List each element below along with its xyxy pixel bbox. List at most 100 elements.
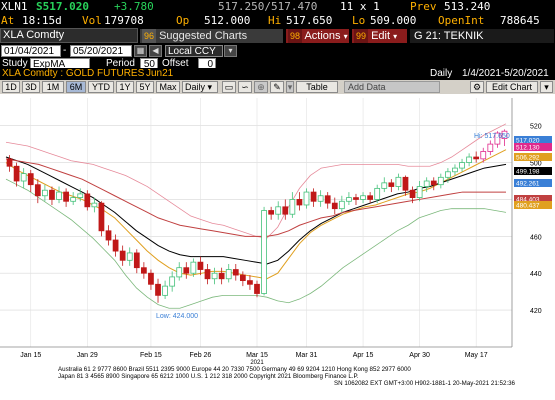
range-button-5y[interactable]: 5Y	[136, 81, 154, 93]
quote-last-price: S517.020	[36, 0, 89, 13]
candle-body	[261, 210, 267, 294]
edit-chart-button[interactable]: Edit Chart	[486, 81, 538, 93]
price-tag	[514, 136, 552, 144]
candle-body	[360, 195, 366, 200]
contract-month: Jun21	[146, 68, 174, 79]
y-tick-label: 440	[530, 271, 542, 278]
chart-grid	[0, 98, 512, 347]
candle-body	[268, 210, 275, 215]
candle-body	[303, 191, 310, 206]
candle-body	[367, 195, 374, 200]
news-headline[interactable]: G 21: TEKNIK COZUMLEM...	[410, 29, 555, 56]
price-tag	[514, 153, 552, 161]
date-back-icon[interactable]: ◀	[149, 45, 162, 57]
actions-button[interactable]: 98 Actions ▾	[286, 29, 350, 43]
candle-body	[289, 199, 296, 215]
x-tick-label: May 17	[465, 352, 488, 359]
range-button-ytd[interactable]: YTD	[88, 81, 114, 93]
table-toggle-icon[interactable]: ▾	[286, 81, 294, 93]
candle-body	[338, 200, 345, 210]
end-date-field[interactable]: 05/20/2021	[70, 45, 132, 57]
calendar-icon[interactable]: ▦	[134, 45, 147, 57]
candle-body	[437, 176, 444, 186]
candle-body	[84, 193, 91, 208]
start-date-field[interactable]: 01/04/2021	[1, 45, 61, 57]
add-data-field[interactable]: Add Data	[344, 81, 440, 93]
price-tag-label: 517.020	[516, 138, 540, 145]
candle-body	[254, 283, 260, 294]
ma-line	[5, 156, 507, 265]
range-button-1y[interactable]: 1Y	[116, 81, 134, 93]
range-button-max[interactable]: Max	[156, 81, 180, 93]
candle-body	[190, 261, 197, 274]
security-ticker-field[interactable]: XLA Comdty	[0, 28, 138, 43]
prev-value: 513.240	[444, 0, 491, 13]
candle-body	[232, 269, 239, 276]
title-bar: XLA Comdty 96 Suggested Charts 98 Action…	[0, 28, 555, 56]
candle-body	[430, 180, 437, 186]
price-tag-label: 480.437	[516, 203, 540, 210]
security-name: XLA Comdty : GOLD FUTURES	[2, 68, 145, 79]
range-button-6m[interactable]: 6M	[66, 81, 86, 93]
candle-body	[381, 182, 388, 189]
currency-select[interactable]: Local CCY	[165, 45, 223, 57]
candle-body	[133, 252, 140, 269]
candle-body	[112, 239, 119, 252]
candle-body	[296, 199, 303, 206]
candle-body	[6, 158, 13, 167]
edit-chart-dropdown-icon[interactable]: ▾	[540, 81, 553, 93]
edit-dropdown-icon: ▾	[393, 32, 398, 41]
openint-label: OpenInt	[438, 14, 485, 27]
candle-body	[239, 274, 246, 281]
candle-body	[480, 151, 487, 160]
candle-body	[388, 182, 395, 187]
candle-body	[70, 197, 77, 202]
edit-number: 99	[354, 29, 368, 43]
quote-bar: XLN1 S517.020 +3.780 517.250/517.470 11 …	[0, 0, 555, 28]
openint-value: 788645	[500, 14, 540, 27]
candle-body	[423, 180, 430, 187]
prev-label: Prev	[410, 0, 437, 13]
price-tag-label: 512.130	[516, 145, 540, 152]
actions-label: Actions	[304, 30, 341, 42]
y-tick-label: 420	[530, 308, 542, 315]
footer-line-3: SN 1062082 EXT GMT+3:00 H902-1881-1 20-M…	[334, 380, 516, 387]
range-button-1d[interactable]: 1D	[2, 81, 20, 93]
offset-label: Offset	[162, 58, 189, 69]
chart-type-line-icon[interactable]: ∽	[238, 81, 252, 93]
suggested-charts-button[interactable]: 96 Suggested Charts	[140, 29, 284, 43]
actions-number: 98	[288, 29, 302, 43]
candle-body	[56, 191, 62, 200]
quote-size: 11 x 1	[340, 0, 380, 13]
frequency-select[interactable]: Daily ▾	[182, 81, 218, 93]
suggested-charts-label: Suggested Charts	[159, 30, 248, 42]
range-button-1m[interactable]: 1M	[42, 81, 64, 93]
quote-bid-ask: 517.250/517.470	[218, 0, 318, 13]
vol-value: 179708	[104, 14, 144, 27]
edit-button[interactable]: 99 Edit ▾	[352, 29, 408, 43]
price-tag	[514, 143, 552, 151]
zoom-icon[interactable]: ⊕	[254, 81, 268, 93]
currency-dropdown-icon[interactable]: ▾	[224, 45, 237, 57]
candle-body	[119, 250, 126, 261]
range-button-3d[interactable]: 3D	[22, 81, 40, 93]
settings-icon[interactable]: ⚙	[470, 81, 484, 93]
frequency-label: Daily	[185, 82, 206, 92]
candle-body	[409, 189, 416, 198]
candle-body	[317, 195, 324, 202]
candle-body	[473, 156, 480, 160]
price-tag	[514, 167, 552, 175]
footer-line-2: Japan 81 3 4565 8900 Singapore 65 6212 1…	[58, 373, 359, 380]
x-tick-label: Jan 29	[77, 352, 98, 359]
table-button[interactable]: Table	[296, 81, 338, 93]
candle-body	[155, 283, 161, 296]
annotate-icon[interactable]: ✎	[270, 81, 284, 93]
hi-label: Hi	[268, 14, 282, 27]
chart-type-candle-icon[interactable]: ▭	[222, 81, 236, 93]
vol-label: Vol	[82, 14, 102, 27]
candle-body	[487, 143, 494, 152]
lower-band	[5, 178, 507, 309]
frequency-dropdown-icon: ▾	[207, 82, 213, 92]
candle-body	[197, 261, 204, 270]
